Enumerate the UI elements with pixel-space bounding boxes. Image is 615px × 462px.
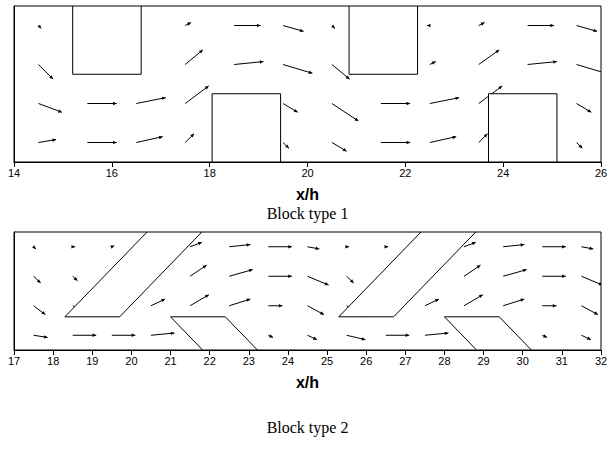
svg-text:24: 24 — [497, 167, 509, 179]
svg-text:x/h: x/h — [296, 374, 319, 391]
svg-text:27: 27 — [399, 355, 411, 367]
svg-text:20: 20 — [301, 167, 313, 179]
svg-text:21: 21 — [164, 355, 176, 367]
svg-text:Block type 1: Block type 1 — [267, 205, 349, 223]
svg-text:30: 30 — [517, 355, 529, 367]
svg-text:31: 31 — [556, 355, 568, 367]
svg-text:x/h: x/h — [296, 186, 319, 203]
svg-text:26: 26 — [595, 167, 607, 179]
svg-text:22: 22 — [204, 355, 216, 367]
svg-text:24: 24 — [282, 355, 294, 367]
svg-text:25: 25 — [321, 355, 333, 367]
svg-text:29: 29 — [477, 355, 489, 367]
svg-text:16: 16 — [106, 167, 118, 179]
svg-text:14: 14 — [8, 167, 20, 179]
svg-text:23: 23 — [243, 355, 255, 367]
svg-text:28: 28 — [438, 355, 450, 367]
svg-text:19: 19 — [86, 355, 98, 367]
svg-text:18: 18 — [204, 167, 216, 179]
svg-text:22: 22 — [399, 167, 411, 179]
svg-text:18: 18 — [47, 355, 59, 367]
svg-text:17: 17 — [8, 355, 20, 367]
svg-text:32: 32 — [595, 355, 607, 367]
svg-text:Block type 2: Block type 2 — [267, 419, 349, 437]
svg-text:20: 20 — [125, 355, 137, 367]
svg-text:26: 26 — [360, 355, 372, 367]
